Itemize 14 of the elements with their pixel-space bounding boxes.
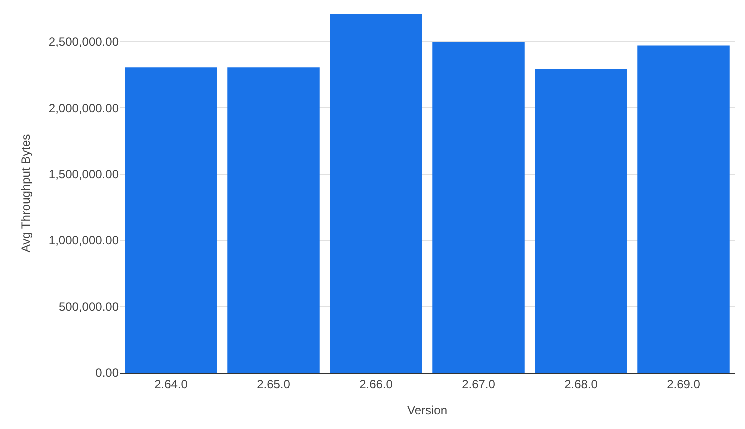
x-tick-label: 2.64.0	[154, 377, 188, 392]
y-tick-label: 1,500,000.00	[48, 167, 120, 182]
y-tick-label: 1,000,000.00	[48, 234, 120, 248]
x-tick-label: 2.68.0	[564, 377, 598, 392]
y-tick-label: 500,000.00	[58, 300, 120, 314]
x-tick-label: 2.65.0	[257, 377, 291, 392]
y-axis-title: Avg Throughput Bytes	[19, 134, 34, 253]
x-tick-label: 2.67.0	[462, 377, 496, 392]
y-tick-label: 2,000,000.00	[48, 101, 120, 116]
x-tick-label: 2.66.0	[360, 377, 394, 392]
x-tick-label: 2.69.0	[667, 377, 701, 392]
x-axis-title: Version	[407, 403, 448, 418]
y-tick-label: 2,500,000.00	[48, 35, 120, 50]
y-tick-label: 0.00	[96, 366, 120, 380]
